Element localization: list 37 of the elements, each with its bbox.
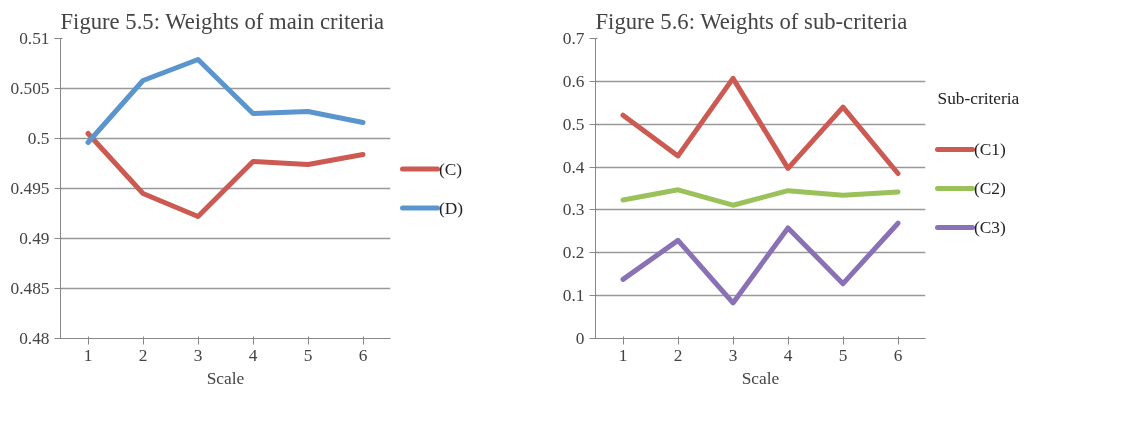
y-tick-label: 0.495 <box>10 179 50 198</box>
y-tick-label: 0.3 <box>562 200 585 220</box>
x-tick-label: 5 <box>838 345 848 365</box>
x-tick-label: 1 <box>618 345 628 365</box>
y-tick-label: 0.49 <box>19 229 50 248</box>
x-axis-title: Scale <box>741 368 780 388</box>
y-tick-label: 0.2 <box>562 243 585 263</box>
x-tick-label: 5 <box>303 345 313 365</box>
legend-label: (C3) <box>973 218 1006 237</box>
x-axis-title: Scale <box>206 368 245 388</box>
y-tick-label: 0.505 <box>10 79 50 98</box>
x-tick-label: 1 <box>83 345 93 365</box>
y-tick-label: 0.5 <box>562 114 585 134</box>
y-tick-label: 0.5 <box>27 129 50 148</box>
x-tick-label: 4 <box>248 345 258 365</box>
x-tick-label: 3 <box>193 345 203 365</box>
y-tick-label: 0 <box>575 329 585 348</box>
legend-label: (D) <box>438 198 464 218</box>
chart-title: Figure 5.5: Weights of main criteria <box>60 8 385 34</box>
x-tick-label: 2 <box>673 345 683 365</box>
y-tick-label: 0.48 <box>19 329 50 348</box>
chart-title: Figure 5.6: Weights of sub-criteria <box>595 8 908 34</box>
legend-label: (C) <box>438 159 463 179</box>
legend-label: (C1) <box>973 140 1006 159</box>
x-tick-label: 6 <box>358 345 368 365</box>
y-tick-label: 0.7 <box>562 29 585 48</box>
x-tick-label: 2 <box>138 345 148 365</box>
legend-label: (C2) <box>973 179 1006 198</box>
y-tick-label: 0.4 <box>562 157 585 177</box>
y-tick-label: 0.1 <box>562 286 585 306</box>
y-tick-label: 0.6 <box>562 71 585 91</box>
x-tick-label: 3 <box>728 345 738 365</box>
y-tick-label: 0.485 <box>10 279 50 298</box>
x-tick-label: 4 <box>783 345 793 365</box>
legend-title: Sub-criteria <box>937 89 1020 108</box>
y-tick-label: 0.51 <box>19 29 50 48</box>
x-tick-label: 6 <box>893 345 903 365</box>
